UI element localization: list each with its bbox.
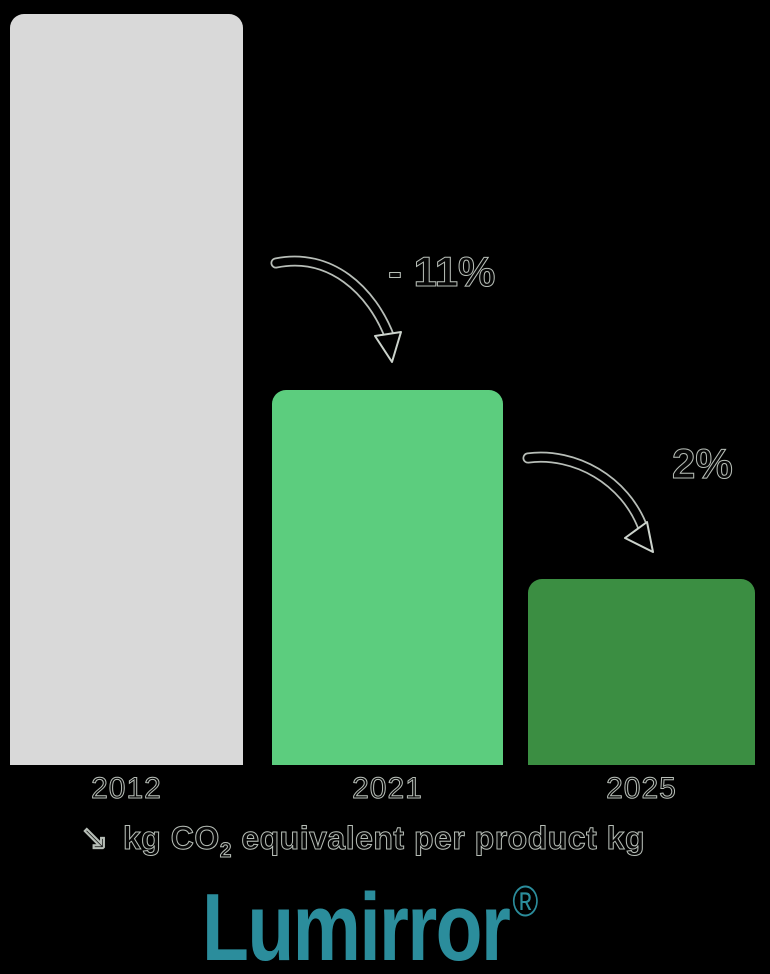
caption-subscript: 2 — [219, 839, 232, 863]
southeast-arrow-icon: ↘ — [80, 819, 110, 858]
bar-2021 — [272, 389, 503, 765]
x-tick-2025: 2025 — [606, 772, 677, 806]
x-tick-2021: 2021 — [352, 772, 423, 806]
registered-trademark-icon: ® — [512, 877, 538, 926]
caption-suffix: equivalent per product kg — [231, 820, 645, 857]
reduction-label-2021-2025: 2% — [672, 440, 734, 488]
decrease-arrow-2021-2025 — [522, 451, 654, 553]
lumirror-logo: Lumirror ® — [202, 874, 538, 974]
reduction-label-2012-2021: - 11% — [387, 248, 496, 296]
decrease-arrow-2012-2021 — [270, 255, 402, 363]
caption-prefix: kg CO — [123, 820, 220, 857]
bar-2012 — [10, 14, 243, 765]
bar-2025 — [528, 578, 755, 765]
lumirror-logo-text: Lumirror — [202, 874, 511, 974]
x-tick-2012: 2012 — [91, 772, 162, 806]
unit-caption: ↘ kg CO2 equivalent per product kg — [80, 818, 645, 863]
